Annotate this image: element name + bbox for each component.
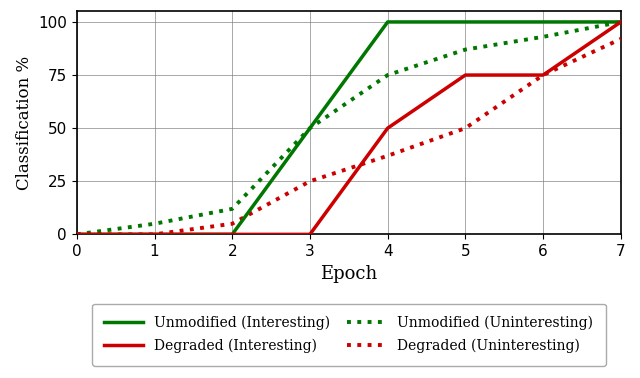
Y-axis label: Classification %: Classification % [15,56,33,190]
X-axis label: Epoch: Epoch [320,265,378,283]
Legend: Unmodified (Interesting), Degraded (Interesting), Unmodified (Uninteresting), De: Unmodified (Interesting), Degraded (Inte… [92,304,605,366]
